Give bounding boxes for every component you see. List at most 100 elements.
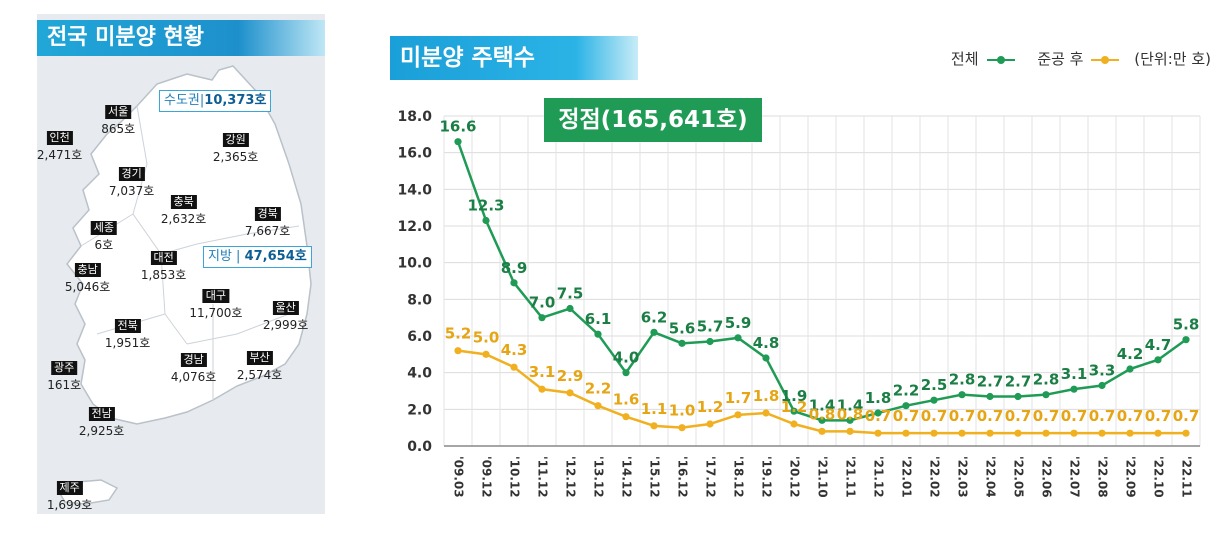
data-label: 5.6: [669, 319, 696, 337]
data-label: 1.8: [753, 387, 780, 405]
region-name: 인천: [46, 131, 73, 145]
region-name: 제주: [56, 481, 83, 495]
series-point: [650, 422, 658, 430]
series-point: [1126, 429, 1134, 437]
series-point: [538, 385, 546, 393]
series-point: [846, 427, 854, 435]
data-label: 1.6: [613, 391, 640, 409]
y-tick-label: 12.0: [397, 219, 432, 235]
x-tick-label: '12.12: [564, 456, 578, 498]
data-label: 12.3: [467, 197, 504, 215]
series-point: [706, 420, 714, 428]
y-tick-label: 14.0: [397, 182, 432, 198]
series-point: [510, 363, 518, 371]
x-tick-label: '17.12: [704, 456, 718, 498]
x-tick-label: '20.12: [788, 456, 802, 498]
data-label: 0.8: [809, 405, 836, 423]
data-label: 7.0: [529, 294, 556, 312]
local-area-label: 지방: [208, 249, 232, 264]
series-point: [762, 409, 770, 417]
series-point: [790, 407, 798, 415]
data-label: 3.1: [1061, 365, 1088, 383]
series-point: [1098, 381, 1106, 390]
x-tick-label: '15.12: [648, 456, 662, 498]
data-label: 4.3: [501, 341, 528, 359]
data-label: 4.2: [1117, 345, 1144, 363]
unsold-housing-chart: 0.0 2.0 4.0 6.0 8.0 10.0 12.0 14.0 16.0 18.0 '09.0…: [397, 109, 1201, 498]
capital-area-box: 수도권|10,373호: [159, 90, 272, 112]
data-label: 0.7: [865, 407, 892, 425]
x-tick-label: '22.02: [928, 456, 942, 498]
region-name: 충북: [170, 195, 197, 209]
region-value: 1,699호: [46, 498, 93, 512]
legend-total-marker: [986, 55, 1015, 64]
data-label: 1.0: [669, 402, 696, 420]
series-point: [874, 409, 882, 417]
x-tick-label: '21.10: [816, 456, 830, 498]
x-tick-label: '16.12: [676, 456, 690, 498]
region-name: 부산: [246, 351, 273, 365]
data-label: 0.7: [1061, 407, 1088, 425]
region-name: 강원: [222, 133, 249, 147]
data-label: 5.7: [697, 318, 724, 336]
data-label: 0.7: [921, 407, 948, 425]
data-label: 1.7: [725, 389, 752, 407]
region-value: 865호: [101, 122, 136, 136]
region-value: 2,632호: [160, 212, 207, 226]
series-point: [1126, 365, 1134, 373]
series-point: [1014, 429, 1022, 437]
local-area-box: 지방 | 47,654호: [203, 246, 312, 268]
region-value: 2,925호: [78, 424, 125, 438]
legend-total-label: 전체: [950, 50, 979, 68]
series-point: [1154, 429, 1162, 437]
series-point: [594, 402, 602, 410]
region-value: 4,076호: [170, 370, 217, 384]
region-name: 전남: [88, 407, 115, 421]
region-name: 울산: [272, 301, 299, 315]
legend-unit: (단위:만 호): [1134, 50, 1211, 68]
series-point: [1098, 429, 1106, 437]
region-value: 7,037호: [108, 184, 155, 198]
x-tick-label: '22.11: [1180, 456, 1194, 498]
peak-callout: 정점(165,641호): [544, 98, 762, 142]
series-point: [510, 279, 518, 287]
series-point: [1014, 392, 1022, 401]
series-point: [902, 429, 910, 437]
region-name: 경남: [180, 353, 207, 367]
series-point: [1042, 429, 1050, 437]
x-tick-label: '22.05: [1012, 456, 1026, 498]
chart-panel: 0.0 2.0 4.0 6.0 8.0 10.0 12.0 14.0 16.0 18.0 '09.0…: [378, 14, 1223, 514]
series-point: [734, 334, 742, 342]
x-tick-label: '21.11: [844, 456, 858, 498]
series-point: [594, 330, 602, 338]
capital-area-label: 수도권: [164, 93, 200, 108]
region-value: 11,700호: [189, 306, 243, 320]
data-label: 2.8: [1033, 371, 1060, 389]
y-tick-label: 0.0: [407, 439, 432, 455]
region-13: 광주 161호: [47, 356, 81, 393]
data-label: 1.2: [697, 398, 724, 416]
y-tick-label: 4.0: [407, 366, 432, 382]
x-tick-label: '22.10: [1152, 456, 1166, 498]
x-tick-label: '09.03: [452, 456, 466, 498]
region-value: 5,046호: [64, 280, 111, 294]
region-value: 6호: [94, 238, 114, 252]
region-name: 경북: [254, 207, 281, 221]
series-point: [538, 314, 546, 322]
data-label: 1.9: [781, 387, 808, 405]
data-label: 5.0: [473, 328, 500, 346]
region-8: 대전 1,853호: [141, 246, 186, 283]
y-tick-label: 8.0: [407, 292, 432, 308]
data-label: 5.2: [445, 325, 472, 343]
data-label: 0.7: [1145, 407, 1172, 425]
region-name: 서울: [105, 105, 132, 119]
local-area-value: 47,654호: [244, 249, 307, 264]
region-value: 2,999호: [262, 318, 309, 332]
series-point: [566, 304, 574, 313]
data-label: 4.8: [753, 334, 780, 352]
x-tick-label: '22.04: [984, 456, 998, 498]
region-value: 2,365호: [212, 150, 259, 164]
series-point: [930, 396, 938, 404]
x-tick-label: '22.01: [900, 456, 914, 498]
series-point: [622, 413, 630, 421]
